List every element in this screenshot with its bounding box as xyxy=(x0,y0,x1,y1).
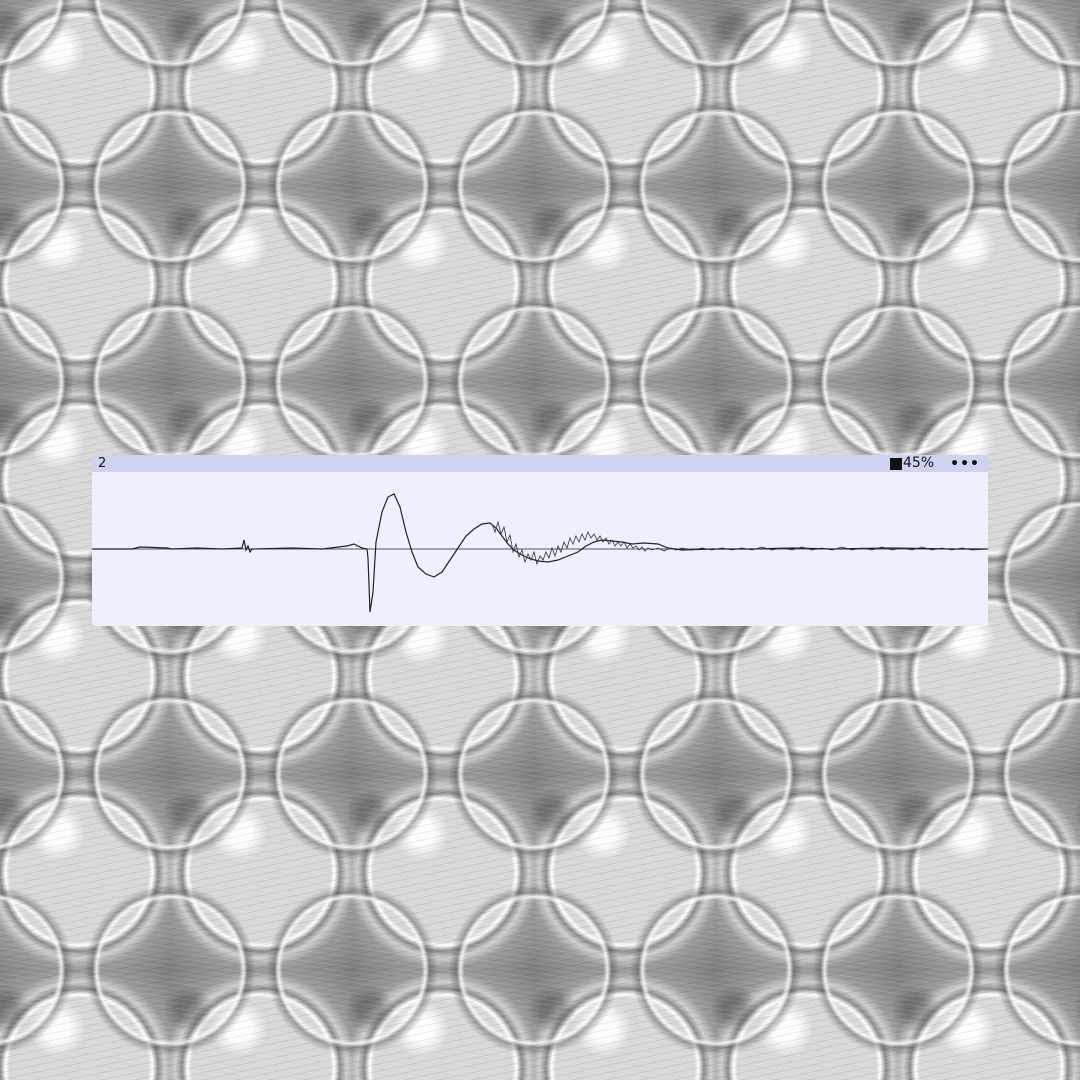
waveform-display[interactable] xyxy=(92,472,988,626)
waveform-trace xyxy=(92,493,988,613)
track-number: 2 xyxy=(98,456,107,471)
waveform-svg xyxy=(92,493,988,613)
player-titlebar: 2 45% ••• xyxy=(92,455,988,472)
audio-player-panel: 2 45% ••• xyxy=(92,455,988,626)
volume-square-icon[interactable] xyxy=(890,457,903,470)
more-horizontal-icon[interactable]: ••• xyxy=(950,455,980,472)
waveform-noise xyxy=(491,520,988,566)
player-controls: 45% ••• xyxy=(890,455,980,472)
volume-percent[interactable]: 45% xyxy=(903,455,935,471)
